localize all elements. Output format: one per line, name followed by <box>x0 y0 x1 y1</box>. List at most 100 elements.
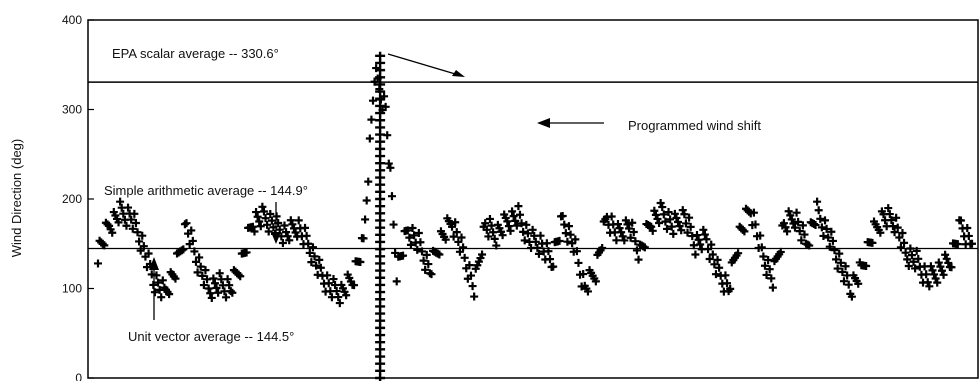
data-point <box>130 209 139 218</box>
data-point <box>658 203 667 212</box>
data-point <box>786 211 795 220</box>
annotations: EPA scalar average -- 330.6° Simple arit… <box>104 46 761 344</box>
wind-shift-point <box>375 159 386 168</box>
data-point <box>817 223 826 232</box>
data-point <box>830 246 839 255</box>
data-point <box>519 227 528 236</box>
data-point <box>482 225 491 234</box>
data-point <box>356 258 365 267</box>
data-point <box>628 218 637 227</box>
data-point <box>762 270 771 279</box>
wind-shift-point <box>375 288 386 297</box>
data-point <box>528 225 537 234</box>
data-point <box>122 221 131 230</box>
data-point <box>315 255 324 264</box>
wind-shift-point <box>375 309 386 318</box>
data-point <box>836 258 845 267</box>
data-point <box>885 210 894 219</box>
data-point <box>201 266 210 275</box>
data-point <box>888 222 897 231</box>
data-point <box>923 278 932 287</box>
data-point <box>258 202 267 211</box>
data-point <box>650 206 659 215</box>
unit-label: Unit vector average -- 144.5° <box>128 329 294 344</box>
data-point <box>403 226 412 235</box>
wind-shift-point <box>375 316 386 325</box>
data-point <box>427 270 436 279</box>
epa-label: EPA scalar average -- 330.6° <box>112 46 279 61</box>
data-point <box>193 268 202 277</box>
data-point <box>795 227 804 236</box>
data-point <box>664 208 673 217</box>
y-tick-label: 200 <box>62 192 82 206</box>
data-point <box>876 228 885 237</box>
data-point <box>158 276 167 285</box>
data-point <box>389 220 398 229</box>
data-point <box>248 222 257 231</box>
data-point <box>509 212 518 221</box>
data-point <box>256 222 265 231</box>
data-point <box>362 196 371 205</box>
arith-label: Simple arithmetic average -- 144.9° <box>104 183 308 198</box>
data-point <box>760 261 769 270</box>
data-point <box>824 233 833 242</box>
data-point <box>591 277 600 286</box>
data-point <box>489 228 498 237</box>
data-point <box>734 249 743 258</box>
y-axis-label: Wind Direction (deg) <box>9 139 24 258</box>
data-point <box>435 250 444 259</box>
data-point <box>655 219 664 228</box>
data-point <box>839 277 848 286</box>
data-point <box>811 220 820 229</box>
data-point <box>838 268 847 277</box>
data-point <box>523 229 532 238</box>
data-point <box>757 243 766 252</box>
data-point <box>936 262 945 271</box>
data-point <box>334 293 343 302</box>
data-point <box>405 233 414 242</box>
data-point <box>715 263 724 272</box>
wind-shift-point <box>375 66 386 75</box>
data-point <box>282 228 291 237</box>
data-point <box>481 219 490 228</box>
data-point <box>686 222 695 231</box>
data-point <box>365 134 374 143</box>
data-point <box>264 227 273 236</box>
data-point <box>789 219 798 228</box>
wind-shift-point <box>375 359 386 368</box>
data-point <box>171 274 180 283</box>
data-point <box>253 212 262 221</box>
wind-shift-point <box>375 252 386 261</box>
data-point <box>408 224 417 233</box>
data-point <box>911 264 920 273</box>
wind-shift-point <box>375 223 386 232</box>
data-point <box>236 272 245 281</box>
data-point <box>797 236 806 245</box>
data-point <box>305 248 314 257</box>
data-point <box>677 226 686 235</box>
wind-shift-point <box>375 166 386 175</box>
data-point <box>740 227 749 236</box>
data-point <box>822 224 831 233</box>
data-point <box>198 271 207 280</box>
data-point <box>841 262 850 271</box>
data-point <box>563 237 572 246</box>
data-point <box>705 254 714 263</box>
data-point <box>133 228 142 237</box>
data-point <box>675 222 684 231</box>
wind-shift-point <box>375 323 386 332</box>
data-point <box>416 238 425 247</box>
plot-frame <box>87 19 979 379</box>
data-point <box>925 282 934 291</box>
data-point <box>749 208 758 217</box>
data-point <box>900 238 909 247</box>
data-point <box>696 240 705 249</box>
data-point <box>930 270 939 279</box>
data-point <box>504 222 513 231</box>
data-point <box>768 283 777 292</box>
data-point <box>726 284 735 293</box>
data-point <box>267 216 276 225</box>
wind-shift-point <box>375 202 386 211</box>
data-point <box>612 236 621 245</box>
data-point <box>179 245 188 254</box>
